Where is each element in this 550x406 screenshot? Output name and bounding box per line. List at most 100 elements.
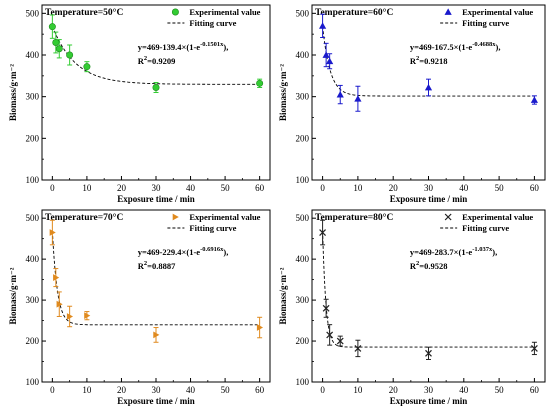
data-point-4: [354, 344, 362, 352]
data-point-5: [425, 349, 432, 357]
y-tick-label: 100: [26, 377, 40, 387]
y-axis-label: Biomass/g·m⁻²: [278, 267, 288, 324]
data-point-1: [53, 274, 60, 281]
legend-label-experimental: Experimental value: [189, 7, 260, 17]
x-tick-label: 0: [320, 385, 325, 395]
data-point-4: [83, 63, 91, 71]
data-point-0: [318, 22, 327, 29]
x-tick-label: 20: [117, 385, 127, 395]
y-tick-label: 300: [26, 295, 40, 305]
x-tick-label: 50: [495, 183, 505, 193]
x-tick-label: 40: [459, 183, 469, 193]
y-axis-label: Biomass/g·m⁻²: [8, 267, 18, 324]
chart-title: Temperature=70°C: [45, 212, 123, 223]
data-point-legend: [172, 213, 179, 221]
data-point-2: [326, 331, 334, 339]
data-point-4: [354, 95, 362, 102]
y-tick-label: 400: [26, 50, 40, 60]
x-tick-label: 20: [117, 183, 127, 193]
x-tick-label: 50: [221, 385, 231, 395]
y-tick-label: 500: [26, 8, 40, 18]
legend-label-fitting: Fitting curve: [462, 18, 509, 28]
y-tick-label: 200: [296, 133, 310, 143]
x-tick-label: 60: [530, 183, 540, 193]
y-tick-label: 300: [296, 295, 310, 305]
data-point-3: [66, 313, 74, 320]
chart-title: Temperature=80°C: [315, 212, 393, 223]
data-point-6: [530, 96, 539, 103]
chart-title: Temperature=60°C: [315, 7, 393, 18]
r-squared: R2=0.9218: [410, 55, 448, 66]
legend-label-experimental: Experimental value: [462, 212, 533, 222]
data-point-0: [48, 23, 56, 31]
chart-panel-2: 0 10 20 30 40 50 60 100 200 300 400 500 Exposure tim…: [278, 4, 546, 204]
x-axis-label: Exposure time / min: [390, 194, 468, 204]
data-point-4: [84, 312, 91, 320]
fit-equation: y=469-139.4×(1-e-0.1501x),: [138, 41, 229, 52]
data-point-3: [336, 90, 344, 98]
data-point-1: [52, 38, 60, 46]
legend-label-experimental: Experimental value: [462, 7, 533, 17]
x-tick-label: 50: [495, 385, 505, 395]
x-tick-label: 40: [186, 385, 196, 395]
y-axis-label: Biomass/g·m⁻²: [8, 64, 18, 121]
x-tick-label: 60: [530, 385, 540, 395]
data-point-legend: [444, 8, 452, 15]
x-tick-label: 50: [221, 183, 231, 193]
r-squared: R2=0.9528: [410, 260, 448, 271]
data-point-1: [322, 51, 330, 58]
x-tick-label: 0: [50, 183, 55, 193]
x-tick-label: 60: [255, 385, 265, 395]
y-tick-label: 200: [296, 336, 310, 346]
x-tick-label: 10: [82, 385, 92, 395]
data-point-2: [56, 300, 63, 308]
x-axis-label: Exposure time / min: [117, 396, 195, 406]
y-axis-label: Biomass/g·m⁻²: [278, 64, 288, 121]
chart-panel-3: 0 10 20 30 40 50 60 100 200 300 400 500 Exposure tim…: [8, 209, 271, 406]
data-point-0: [49, 229, 56, 236]
fitting-curve: [51, 26, 260, 85]
x-tick-label: 60: [255, 183, 265, 193]
data-point-5: [152, 84, 160, 92]
data-point-2: [326, 57, 334, 65]
y-tick-label: 500: [296, 213, 310, 223]
y-tick-label: 500: [26, 213, 40, 223]
x-tick-label: 30: [152, 183, 162, 193]
y-tick-label: 300: [296, 92, 310, 102]
data-point-6: [256, 324, 264, 331]
y-tick-label: 100: [296, 377, 310, 387]
y-tick-label: 200: [26, 336, 40, 346]
chart-panel-4: 0 10 20 30 40 50 60 100 200 300 400 500 Exposure tim…: [278, 209, 546, 406]
legend-label-fitting: Fitting curve: [189, 18, 236, 28]
x-tick-label: 40: [459, 385, 469, 395]
data-point-0: [319, 229, 327, 236]
y-tick-label: 100: [26, 175, 40, 185]
y-tick-label: 300: [26, 92, 40, 102]
y-tick-label: 500: [296, 8, 310, 18]
data-point-3: [66, 51, 74, 59]
r-squared: R2=0.8887: [138, 260, 176, 271]
data-point-legend: [444, 213, 452, 221]
x-tick-label: 0: [50, 385, 55, 395]
plot-frame: [41, 209, 271, 383]
legend-label-experimental: Experimental value: [189, 212, 260, 222]
fit-equation: y=469-167.5×(1-e-0.4688x),: [410, 41, 501, 52]
y-tick-label: 400: [296, 50, 310, 60]
fit-equation: y=469-229.4×(1-e-0.6916x),: [138, 246, 229, 257]
y-tick-label: 400: [26, 254, 40, 264]
legend-label-fitting: Fitting curve: [462, 223, 509, 233]
data-point-3: [336, 337, 344, 345]
data-point-2: [55, 45, 63, 53]
x-tick-label: 30: [424, 385, 434, 395]
x-tick-label: 0: [320, 183, 325, 193]
data-point-6: [530, 344, 538, 352]
x-tick-label: 40: [186, 183, 196, 193]
x-tick-label: 10: [353, 385, 363, 395]
x-tick-label: 30: [152, 385, 162, 395]
x-tick-label: 30: [424, 183, 434, 193]
data-point-6: [256, 79, 264, 87]
legend-label-fitting: Fitting curve: [189, 223, 236, 233]
x-tick-label: 20: [389, 385, 399, 395]
x-tick-label: 20: [389, 183, 399, 193]
